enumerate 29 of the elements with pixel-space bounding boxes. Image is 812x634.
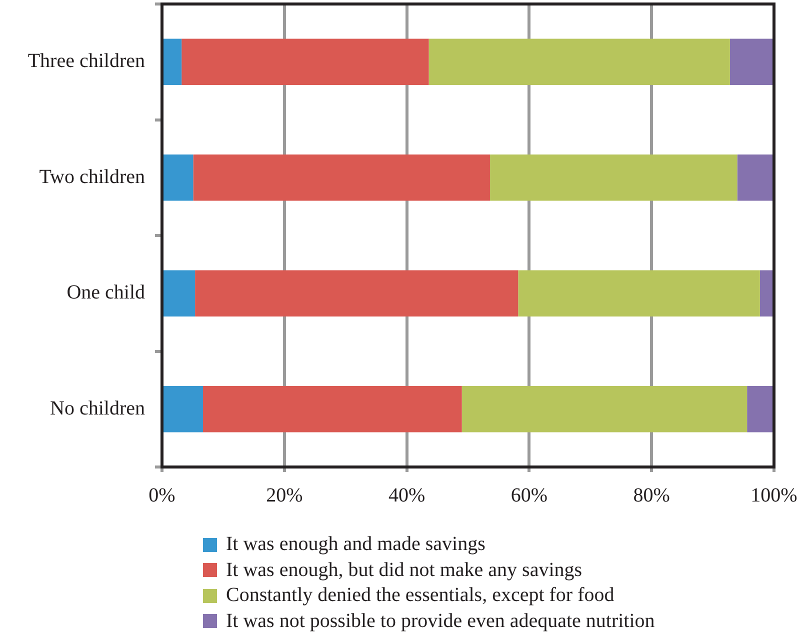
legend-label: Constantly denied the essentials, except for food	[226, 583, 614, 608]
bar	[164, 38, 182, 86]
bar	[195, 270, 518, 317]
x-tick-label: 0%	[148, 484, 176, 506]
bar	[203, 386, 462, 432]
bar	[747, 386, 774, 432]
bar	[164, 270, 196, 317]
y-tick-label: No children	[50, 397, 145, 420]
bar	[518, 270, 760, 317]
legend-label: It was enough, but did not make any savings	[226, 558, 582, 582]
y-tick-label: Three children	[28, 50, 145, 72]
y-tick-label: Two children	[39, 166, 145, 188]
bar	[462, 386, 748, 432]
bar	[730, 38, 774, 86]
x-tick-label: 20%	[266, 484, 303, 506]
x-tick-label: 100%	[750, 484, 798, 506]
bar	[182, 38, 429, 86]
y-tick-label: One child	[66, 282, 145, 304]
bar	[490, 154, 738, 201]
x-tick-label: 60%	[510, 484, 548, 506]
x-tick-label: 80%	[633, 484, 670, 506]
bar	[428, 38, 730, 86]
bar	[164, 154, 194, 201]
legend-label: It was not possible to provide even adequate nutrition	[226, 608, 655, 634]
bar	[164, 386, 204, 432]
bar	[737, 154, 774, 201]
bar	[193, 154, 490, 201]
legend-label: It was enough and made savings	[226, 532, 486, 557]
x-tick-label: 40%	[388, 484, 426, 506]
